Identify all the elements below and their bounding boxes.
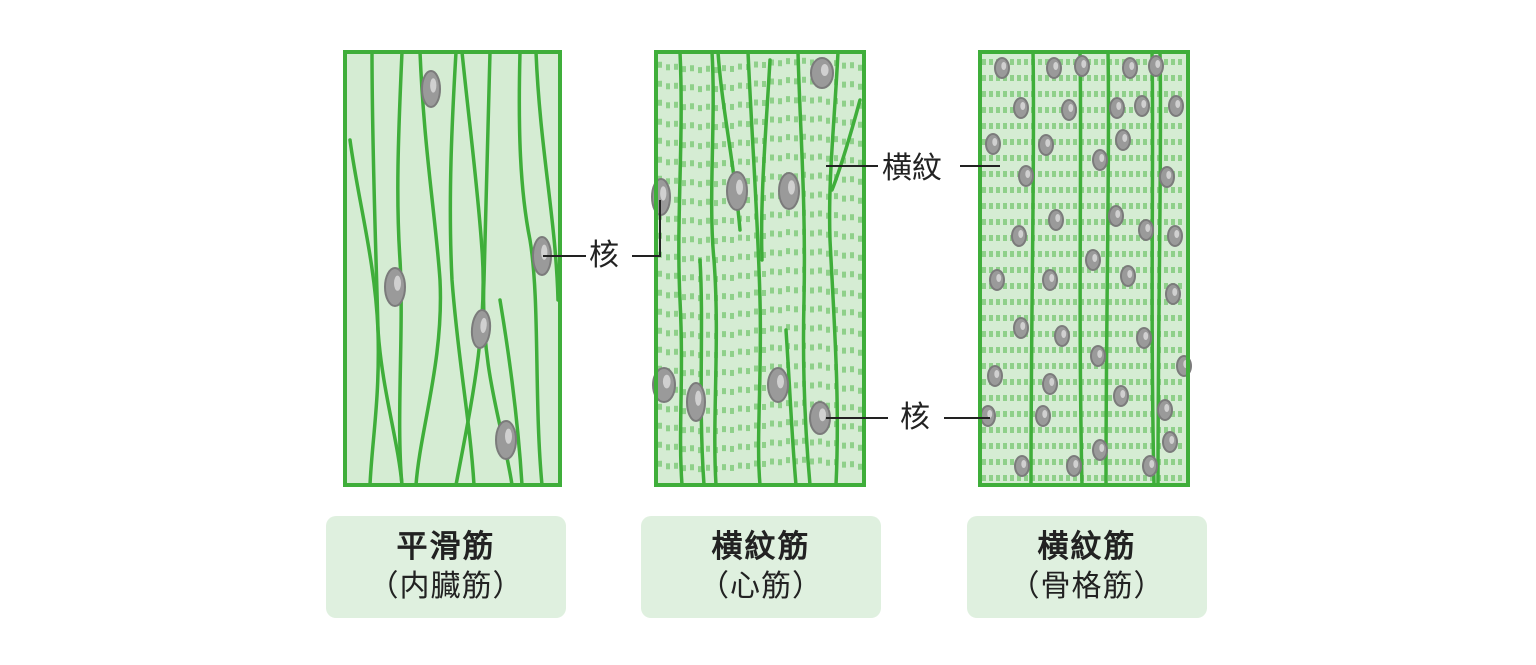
cardiac-muscle-fiber: [784, 328, 798, 487]
nucleus-highlight: [994, 370, 1000, 378]
nucleus-highlight: [541, 244, 548, 260]
smooth-muscle-fiber: [454, 50, 485, 487]
nucleus-highlight: [1018, 230, 1024, 238]
smooth-muscle-fiber: [517, 50, 544, 487]
nucleus-highlight: [987, 410, 993, 418]
nucleus-highlight: [736, 179, 743, 195]
smooth-muscle-fiber: [498, 298, 524, 487]
nucleus-highlight: [505, 428, 512, 444]
nucleus-highlight: [1021, 460, 1027, 468]
nucleus-highlight: [394, 275, 401, 291]
nucleus-highlight: [992, 138, 998, 146]
nucleus-highlight: [788, 180, 795, 195]
cardiac-muscle-fibers: [677, 50, 862, 487]
nucleus-highlight: [480, 317, 487, 333]
nucleus-highlight: [820, 64, 829, 76]
skeletal-muscle-fiber: [1078, 51, 1084, 486]
nucleus-highlight: [1049, 274, 1055, 282]
nucleus-highlight: [1127, 270, 1133, 278]
caption-cardiac-muscle: 横紋筋 （心筋）: [641, 516, 881, 618]
leader-line-nucleus-cardiac: [632, 200, 661, 257]
nucleus-highlight: [1145, 224, 1151, 232]
cardiac-muscle-fiber: [827, 50, 840, 487]
cardiac-muscle-fiber: [759, 58, 772, 262]
cardiac-muscle-fiber: [709, 50, 719, 487]
cardiac-muscle-fiber: [677, 50, 684, 487]
cardiac-muscle-panel: [651, 50, 866, 487]
cardiac-muscle-fiber: [796, 50, 812, 487]
nucleus-highlight: [1073, 460, 1079, 468]
caption-title: 横紋筋: [1037, 529, 1137, 565]
nucleus-highlight: [1099, 444, 1105, 452]
caption-smooth-muscle: 平滑筋 （内臓筋）: [326, 516, 566, 618]
nucleus-highlight: [1025, 170, 1031, 178]
smooth-muscle-panel: [343, 50, 562, 487]
nucleus-highlight: [430, 78, 437, 93]
caption-skeletal-muscle: 横紋筋 （骨格筋）: [967, 516, 1207, 618]
nucleus-highlight: [1081, 60, 1087, 68]
nucleus-label: 核: [589, 238, 619, 273]
nucleus-highlight: [819, 408, 826, 422]
caption-subtitle: （心筋）: [699, 569, 823, 604]
skeletal-muscle-fiber: [1029, 51, 1036, 486]
nucleus-highlight: [1049, 378, 1055, 386]
nucleus-highlight: [1169, 436, 1175, 444]
smooth-muscle-fiber: [534, 50, 560, 302]
nucleus-highlight: [1129, 62, 1135, 70]
nucleus-highlight: [1155, 60, 1161, 68]
nucleus-highlight: [1055, 214, 1061, 222]
nucleus-highlight: [660, 186, 667, 201]
smooth-muscle-border: [343, 50, 562, 487]
nucleus-highlight: [1172, 288, 1178, 296]
nucleus-highlight: [1120, 390, 1126, 398]
nucleus-highlight: [1122, 134, 1128, 142]
nucleus-label-skeletal: 核: [896, 400, 934, 436]
striation-label: 横紋: [878, 151, 946, 187]
nucleus-highlight: [1175, 100, 1181, 108]
skeletal-muscle-panel: [978, 50, 1192, 487]
caption-title: 平滑筋: [396, 529, 496, 565]
caption-subtitle: （骨格筋）: [1009, 569, 1165, 604]
nucleus-highlight: [1092, 254, 1098, 262]
nucleus-highlight: [1166, 171, 1172, 179]
nucleus-highlight: [1115, 210, 1121, 218]
cardiac-muscle-fiber: [746, 50, 763, 487]
nucleus-highlight: [1174, 230, 1180, 238]
nucleus-highlight: [1141, 100, 1147, 108]
nucleus-highlight: [1116, 102, 1122, 110]
nucleus-highlight: [1053, 62, 1059, 70]
nucleus-highlight: [695, 390, 702, 406]
skeletal-muscle-fiber: [1150, 51, 1156, 486]
skeletal-muscle-border: [978, 50, 1190, 487]
nucleus-highlight: [1143, 332, 1149, 340]
skeletal-muscle-fiber: [1104, 51, 1111, 486]
skeletal-muscle-nuclei: [980, 55, 1192, 477]
nucleus-highlight: [1149, 460, 1155, 468]
smooth-muscle-nuclei: [384, 70, 552, 460]
smooth-muscle-fiber: [396, 50, 404, 487]
nucleus-highlight: [662, 374, 671, 389]
nucleus-highlight: [1061, 330, 1067, 338]
smooth-muscle-fiber: [414, 50, 443, 487]
cardiac-muscle-nuclei: [651, 57, 834, 435]
cardiac-muscle-fiber: [698, 258, 706, 487]
caption-subtitle: （内臓筋）: [368, 569, 524, 604]
nucleus-highlight: [1001, 62, 1007, 70]
cardiac-muscle-border: [654, 50, 866, 487]
nucleus-highlight: [1164, 404, 1170, 412]
nucleus-highlight: [1042, 410, 1048, 418]
nucleus-highlight: [1097, 350, 1103, 358]
nucleus-highlight: [996, 274, 1002, 282]
cardiac-muscle-fiber: [830, 98, 862, 192]
nucleus-highlight: [1099, 154, 1105, 162]
smooth-muscle-fiber: [348, 138, 404, 487]
nucleus-highlight: [1020, 322, 1026, 330]
nucleus-highlight: [1068, 104, 1074, 112]
nucleus-highlight: [1020, 102, 1026, 110]
nucleus-highlight: [1045, 139, 1051, 147]
caption-title: 横紋筋: [711, 529, 811, 565]
nucleus-highlight: [777, 374, 784, 389]
